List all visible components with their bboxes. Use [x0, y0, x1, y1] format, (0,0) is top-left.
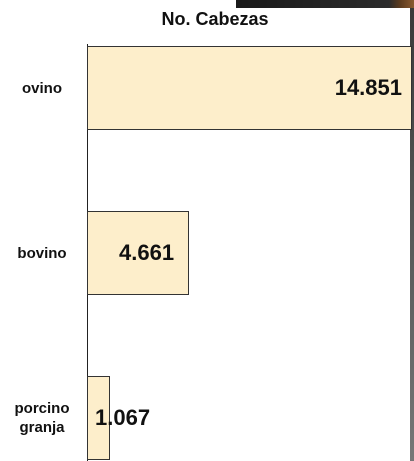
value-label: 4.661	[119, 240, 175, 265]
category-label-line: granja	[19, 419, 65, 436]
window-right-edge	[410, 8, 414, 461]
bar-ovino	[87, 46, 412, 130]
value-label: 14.851	[334, 75, 402, 100]
category-label: bovino	[0, 244, 84, 263]
chart-title: No. Cabezas	[161, 9, 269, 29]
window-corner-decoration	[236, 0, 414, 8]
category-label-line: ovino	[22, 79, 62, 97]
value-label: 1.067	[95, 405, 151, 430]
bar-bovino	[87, 211, 189, 295]
category-label-line: porcino	[14, 400, 70, 417]
category-label: porcino granja	[0, 399, 84, 437]
category-label-line: bovino	[17, 244, 67, 262]
category-label: ovino	[0, 79, 84, 98]
bar-porcino-granja	[87, 376, 110, 460]
